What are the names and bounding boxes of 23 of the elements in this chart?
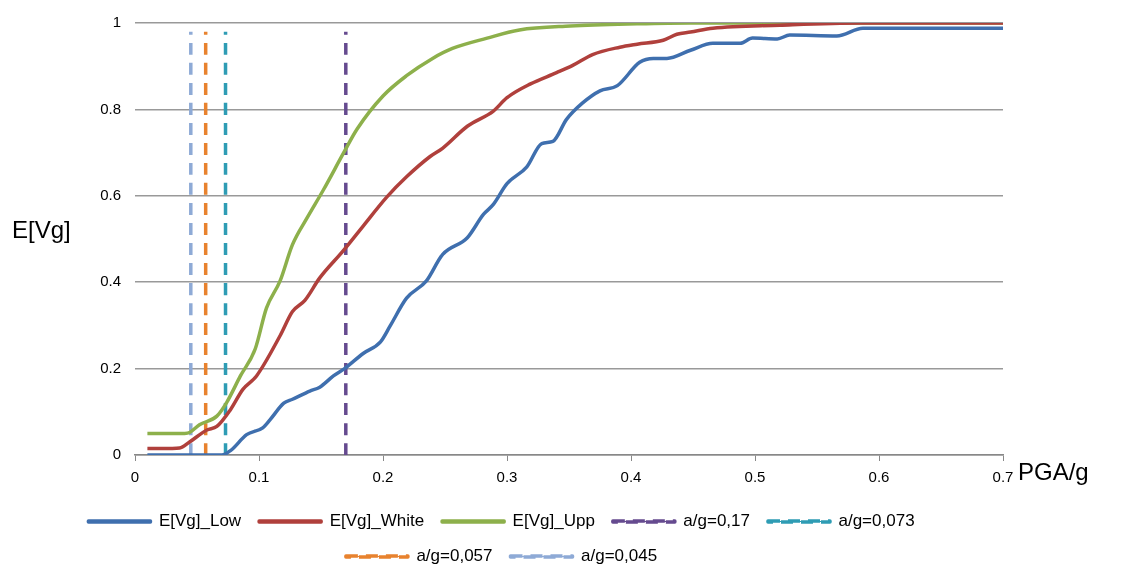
x-tick-label: 0.5 [744,468,766,486]
legend-label: a/g=0,045 [581,546,658,566]
x-tick-label: 0.4 [620,468,642,486]
y-axis-title: E[Vg] [12,215,71,243]
y-tick-label: 0.6 [100,185,121,203]
legend-label: a/g=0,17 [683,511,750,531]
legend-label: E[Vg]_Upp [512,511,595,531]
y-tick-label: 0 [112,445,121,463]
legend-label: E[Vg]_Low [158,511,242,531]
y-tick-label: 1 [112,13,121,31]
x-tick-label: 0.7 [992,468,1014,486]
x-tick-label: 0.3 [496,468,518,486]
x-tick-label: 0.6 [868,468,890,486]
y-tick-label: 0.4 [100,272,121,290]
x-axis-title: PGA/g [1018,457,1089,485]
legend-label: a/g=0,073 [838,511,915,531]
y-tick-label: 0.2 [100,358,121,376]
y-tick-label: 0.8 [100,99,121,117]
x-tick-label: 0.2 [372,468,394,486]
x-tick-label: 0.1 [248,468,270,486]
legend-label: E[Vg]_White [329,511,425,531]
x-tick-label: 0 [130,468,140,486]
legend-label: a/g=0,057 [416,546,493,566]
